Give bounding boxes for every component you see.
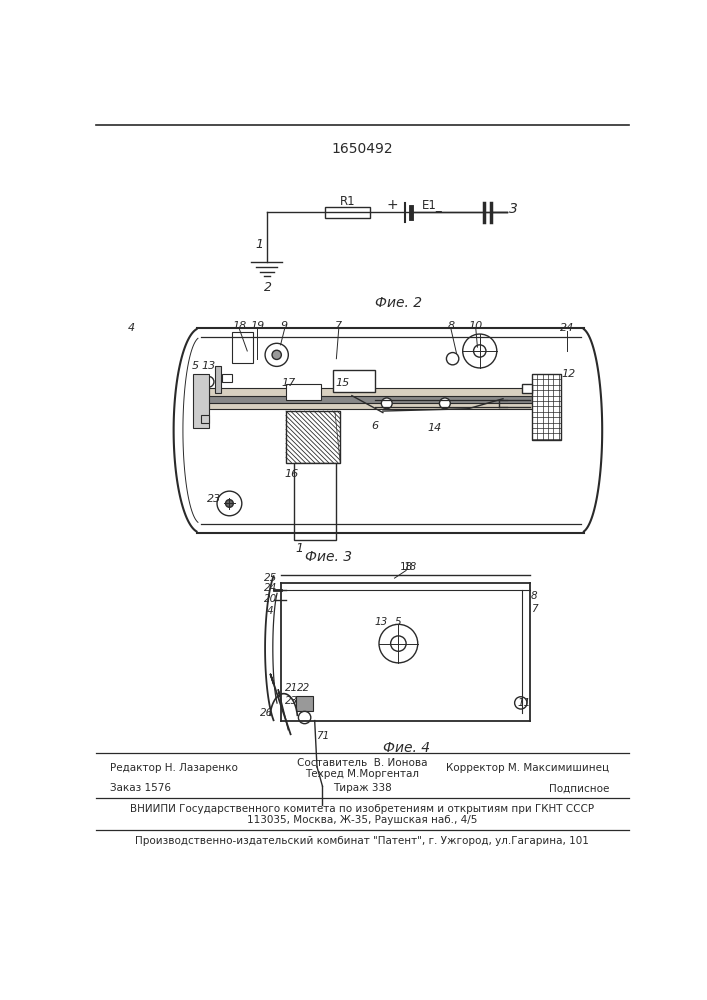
- Text: 25: 25: [264, 573, 277, 583]
- Text: 2: 2: [264, 281, 272, 294]
- Circle shape: [226, 500, 233, 507]
- Text: 14: 14: [428, 423, 442, 433]
- Text: 10: 10: [469, 321, 483, 331]
- Circle shape: [474, 345, 486, 357]
- Text: 23: 23: [285, 696, 298, 706]
- Text: 4: 4: [127, 323, 134, 333]
- Circle shape: [272, 350, 281, 359]
- Bar: [532, 374, 561, 440]
- Bar: [201, 415, 209, 423]
- Text: 18: 18: [399, 562, 413, 572]
- Text: Заказ 1576: Заказ 1576: [110, 783, 171, 793]
- Bar: [522, 384, 532, 393]
- Text: R1: R1: [339, 195, 355, 208]
- Circle shape: [440, 398, 450, 409]
- Circle shape: [381, 398, 392, 409]
- Text: Фие. 4: Фие. 4: [382, 741, 430, 755]
- Text: 1650492: 1650492: [331, 142, 393, 156]
- Text: E1_: E1_: [421, 198, 443, 211]
- Text: 16: 16: [284, 469, 298, 479]
- Text: 24: 24: [560, 323, 575, 333]
- Text: 8: 8: [531, 591, 537, 601]
- Text: 24: 24: [264, 583, 277, 593]
- Text: 26: 26: [260, 708, 273, 718]
- Text: 4: 4: [267, 606, 274, 616]
- Text: 9: 9: [281, 321, 288, 331]
- Text: 13: 13: [375, 617, 388, 627]
- Text: Корректор М. Максимишинец: Корректор М. Максимишинец: [446, 763, 609, 773]
- Text: 6: 6: [372, 421, 379, 431]
- Text: Составитель  В. Ионова: Составитель В. Ионова: [297, 758, 427, 768]
- Text: 21: 21: [285, 683, 298, 693]
- Text: Производственно-издательский комбинат "Патент", г. Ужгород, ул.Гагарина, 101: Производственно-издательский комбинат "П…: [135, 836, 589, 846]
- Text: 5: 5: [395, 617, 402, 627]
- Text: Тираж 338: Тираж 338: [332, 783, 392, 793]
- Text: 18: 18: [404, 562, 416, 572]
- Circle shape: [379, 624, 418, 663]
- Text: 7: 7: [531, 604, 537, 614]
- Circle shape: [298, 711, 311, 724]
- Text: Фие. 2: Фие. 2: [375, 296, 422, 310]
- Text: 19: 19: [250, 321, 264, 331]
- Bar: [209, 388, 557, 409]
- Text: Редактор Н. Лазаренко: Редактор Н. Лазаренко: [110, 763, 238, 773]
- Text: 17: 17: [281, 378, 296, 388]
- Text: +: +: [386, 198, 398, 212]
- Text: 18: 18: [233, 321, 247, 331]
- Text: 12: 12: [562, 369, 576, 379]
- Circle shape: [446, 353, 459, 365]
- Circle shape: [462, 334, 497, 368]
- Text: Техред М.Моргентал: Техред М.Моргентал: [305, 769, 419, 779]
- Bar: [232, 332, 253, 363]
- Text: 15: 15: [335, 378, 350, 388]
- Text: 13: 13: [201, 361, 216, 371]
- Text: 1: 1: [256, 238, 264, 251]
- Text: 7: 7: [335, 321, 342, 331]
- Text: 8: 8: [448, 321, 455, 331]
- Circle shape: [391, 636, 406, 651]
- Text: 5: 5: [192, 361, 199, 371]
- Bar: [286, 384, 321, 400]
- Circle shape: [203, 376, 214, 387]
- Circle shape: [265, 343, 288, 366]
- Text: 22: 22: [297, 683, 310, 693]
- Bar: [215, 366, 221, 393]
- Bar: [296, 696, 313, 711]
- Bar: [325, 207, 370, 218]
- Circle shape: [515, 697, 527, 709]
- Bar: [193, 374, 209, 428]
- Text: ВНИИПИ Государственного комитета по изобретениям и открытиям при ГКНТ СССР: ВНИИПИ Государственного комитета по изоб…: [130, 804, 594, 814]
- Bar: [222, 374, 232, 382]
- Bar: [293, 463, 337, 540]
- Text: 20: 20: [264, 594, 277, 604]
- Bar: [286, 411, 340, 463]
- Text: 71: 71: [316, 731, 329, 741]
- Bar: [204, 396, 557, 403]
- Text: Фие. 3: Фие. 3: [305, 550, 352, 564]
- Text: 23: 23: [207, 494, 221, 504]
- Text: 11: 11: [518, 698, 530, 708]
- Text: 113035, Москва, Ж-35, Раушская наб., 4/5: 113035, Москва, Ж-35, Раушская наб., 4/5: [247, 815, 477, 825]
- Bar: [332, 370, 375, 392]
- Text: 3: 3: [508, 202, 518, 216]
- Text: Подписное: Подписное: [549, 783, 609, 793]
- Text: 1: 1: [296, 542, 303, 555]
- Circle shape: [217, 491, 242, 516]
